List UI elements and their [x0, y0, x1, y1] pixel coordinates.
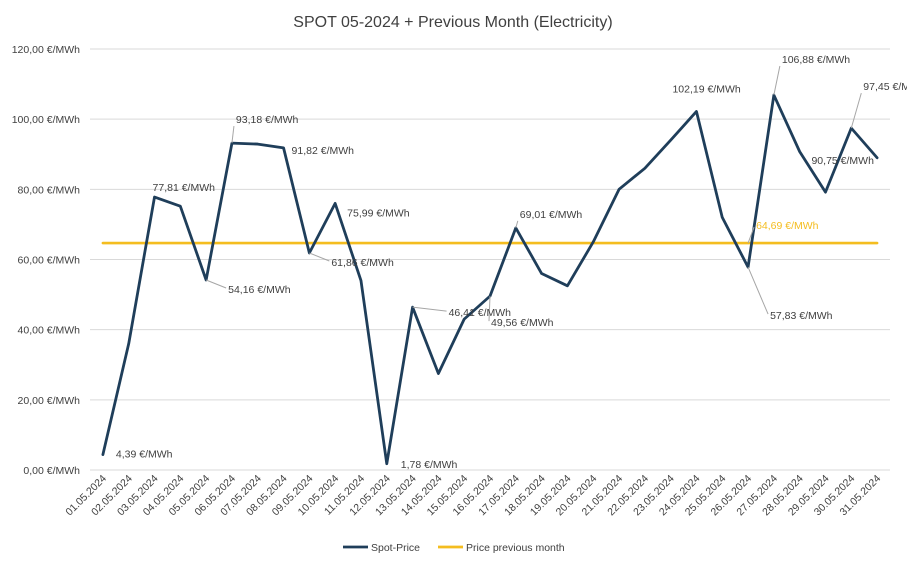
data-point — [437, 372, 439, 375]
data-label: 1,78 €/MWh — [401, 459, 458, 471]
y-tick-label: 60,00 €/MWh — [18, 255, 81, 267]
data-point — [566, 242, 569, 244]
label-leader — [412, 306, 447, 312]
data-point — [179, 205, 181, 207]
data-point — [644, 242, 646, 244]
data-point — [670, 242, 672, 244]
data-point — [128, 242, 130, 244]
data-label: 90,75 €/MWh — [811, 155, 874, 167]
data-label: 106,88 €/MWh — [782, 54, 850, 66]
label-leader — [205, 279, 227, 289]
label-leader — [231, 126, 235, 144]
series-line-0 — [101, 93, 879, 466]
y-tick-label: 80,00 €/MWh — [18, 184, 81, 196]
data-label: 97,45 €/MWh — [863, 81, 907, 93]
data-point — [282, 242, 285, 244]
label-leader — [309, 252, 330, 262]
data-point — [257, 242, 259, 244]
x-axis-ticks: 01.05.202402.05.202403.05.202404.05.2024… — [63, 473, 883, 519]
label-leader — [747, 266, 769, 315]
data-point — [360, 279, 362, 282]
data-point — [437, 242, 439, 244]
data-point — [824, 242, 827, 244]
label-leader — [488, 296, 491, 322]
label-leader-lines — [205, 65, 862, 322]
y-tick-label: 100,00 €/MWh — [12, 114, 80, 126]
data-point — [541, 242, 543, 244]
data-point — [876, 242, 878, 244]
data-point — [670, 139, 672, 141]
data-point — [411, 242, 414, 244]
data-point — [463, 318, 465, 320]
data-point — [308, 242, 310, 244]
data-point — [257, 143, 259, 145]
chart-title: SPOT 05-2024 + Previous Month (Electrici… — [293, 14, 612, 31]
data-point — [386, 463, 388, 465]
reference-line-label: 64,69 €/MWh — [756, 220, 819, 232]
y-tick-label: 0,00 €/MWh — [23, 465, 80, 477]
data-point — [644, 167, 646, 169]
data-point — [541, 272, 543, 275]
data-point — [618, 242, 620, 244]
data-point — [386, 242, 388, 244]
data-point — [799, 242, 801, 244]
data-label: 93,18 €/MWh — [236, 114, 299, 126]
data-point — [463, 242, 465, 244]
data-point — [515, 242, 517, 244]
data-point — [489, 242, 491, 244]
data-point — [102, 242, 104, 244]
data-label: 57,83 €/MWh — [770, 310, 833, 322]
data-label: 77,81 €/MWh — [153, 182, 216, 194]
label-leader — [850, 92, 862, 129]
data-point — [334, 242, 336, 244]
data-label: 4,39 €/MWh — [116, 449, 173, 461]
data-point — [153, 196, 156, 198]
data-point — [592, 241, 594, 243]
y-tick-label: 40,00 €/MWh — [18, 325, 81, 337]
y-axis-ticks: 0,00 €/MWh 20,00 €/MWh 40,00 €/MWh 60,00 €/… — [12, 44, 80, 477]
legend: Spot-Price Price previous month — [343, 542, 565, 554]
data-label: 91,82 €/MWh — [292, 145, 355, 157]
data-point — [566, 285, 569, 287]
label-leader — [515, 220, 519, 229]
data-point — [102, 453, 104, 456]
data-point — [773, 242, 775, 244]
legend-label: Price previous month — [466, 542, 565, 554]
series-lines — [101, 93, 879, 466]
label-leader — [773, 65, 781, 96]
data-point — [618, 188, 620, 190]
data-point — [824, 191, 827, 193]
data-point — [695, 110, 698, 113]
data-point — [799, 151, 801, 153]
y-tick-label: 20,00 €/MWh — [18, 395, 81, 407]
data-label: 69,01 €/MWh — [520, 209, 583, 221]
data-point — [695, 242, 698, 244]
data-label: 75,99 €/MWh — [347, 207, 410, 219]
data-label: 54,16 €/MWh — [228, 284, 291, 296]
data-label: 61,86 €/MWh — [331, 257, 394, 269]
data-point — [721, 242, 723, 244]
data-label: 102,19 €/MWh — [672, 83, 740, 95]
data-point — [231, 242, 233, 244]
label-leader — [747, 226, 755, 244]
data-point — [153, 242, 156, 244]
data-point — [179, 242, 181, 244]
data-labels: 4,39 €/MWh 77,81 €/MWh 54,16 €/MWh 93,18 €/… — [116, 54, 907, 471]
data-label: 46,41 €/MWh — [449, 307, 512, 319]
data-point — [876, 157, 878, 159]
data-point — [360, 242, 362, 244]
data-point — [334, 202, 336, 205]
data-point — [721, 216, 723, 218]
data-point — [282, 147, 285, 149]
data-point — [205, 242, 207, 244]
data-point — [850, 242, 852, 244]
data-point — [128, 343, 130, 345]
y-tick-label: 120,00 €/MWh — [12, 44, 80, 56]
legend-label: Spot-Price — [371, 542, 420, 554]
data-label: 49,56 €/MWh — [491, 317, 554, 329]
